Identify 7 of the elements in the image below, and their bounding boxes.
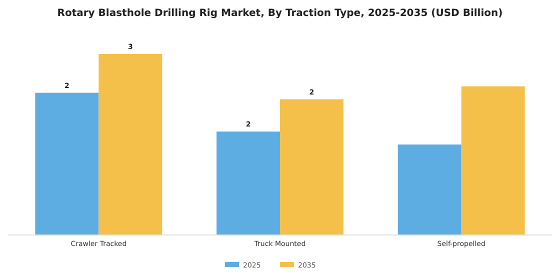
bar xyxy=(98,54,162,235)
bar xyxy=(398,144,462,235)
bar xyxy=(280,99,344,235)
bar xyxy=(35,92,99,235)
chart-title: Rotary Blasthole Drilling Rig Market, By Traction Type, 2025-2035 (USD Billion) xyxy=(57,8,503,19)
bar xyxy=(461,86,525,235)
bar xyxy=(216,132,280,235)
